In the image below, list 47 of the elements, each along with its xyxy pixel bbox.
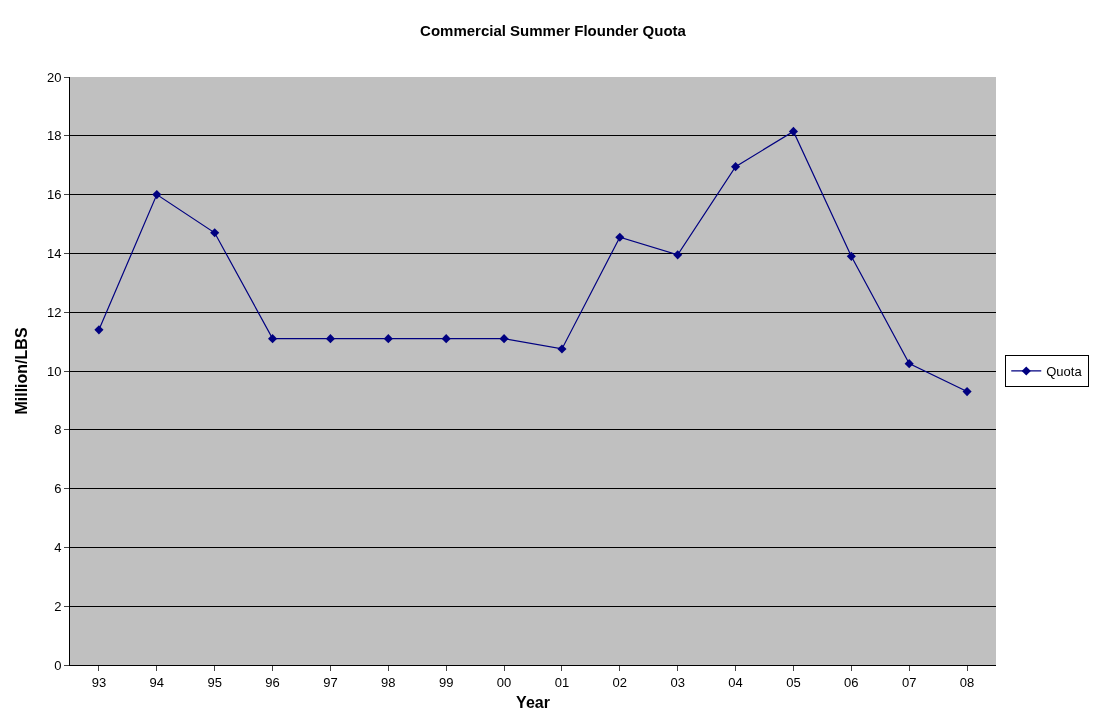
point xyxy=(325,334,335,344)
y-tick-label: 0 xyxy=(54,657,62,673)
x-tick-label: 02 xyxy=(612,674,628,690)
point xyxy=(210,228,220,238)
point xyxy=(673,250,683,260)
point xyxy=(731,162,741,172)
point xyxy=(383,334,393,344)
x-tick-label: 98 xyxy=(381,674,396,690)
y-tick-label: 16 xyxy=(46,187,62,203)
legend-label: Quota xyxy=(1046,364,1083,380)
x-tick-label: 93 xyxy=(91,674,107,690)
point xyxy=(557,344,567,354)
point xyxy=(268,334,278,344)
point xyxy=(152,190,162,200)
point xyxy=(846,251,856,261)
y-tick-label: 2 xyxy=(54,598,62,614)
point xyxy=(499,334,509,344)
x-axis-title: Year xyxy=(516,694,550,712)
point xyxy=(94,325,104,335)
y-tick-label: 8 xyxy=(54,422,62,438)
x-tick-label: 96 xyxy=(265,674,280,690)
chart-title: Commercial Summer Flounder Quota xyxy=(420,21,687,39)
x-tick-label: 07 xyxy=(901,674,917,690)
x-tick-label: 05 xyxy=(786,674,801,690)
y-tick-label: 12 xyxy=(46,304,62,320)
x-tick-label: 04 xyxy=(728,674,743,690)
x-tick-label: 97 xyxy=(323,674,338,690)
point xyxy=(788,126,798,136)
x-tick-label: 95 xyxy=(207,674,222,690)
x-tick-label: 94 xyxy=(149,674,165,690)
y-tick-label: 18 xyxy=(46,128,62,144)
point xyxy=(441,334,451,344)
x-tick-label: 01 xyxy=(554,674,570,690)
point xyxy=(962,387,972,397)
y-tick-label: 6 xyxy=(54,481,62,497)
y-tick-label: 10 xyxy=(46,363,62,379)
point xyxy=(615,232,625,242)
x-tick-label: 99 xyxy=(438,674,454,690)
x-tick-label: 06 xyxy=(844,674,859,690)
y-tick-label: 4 xyxy=(54,539,62,555)
y-tick-label: 14 xyxy=(46,245,62,261)
x-tick-label: 08 xyxy=(959,674,975,690)
x-tick-label: 03 xyxy=(670,674,685,690)
y-tick-label: 20 xyxy=(46,69,62,85)
point xyxy=(904,359,914,369)
x-tick-label: 00 xyxy=(496,674,512,690)
y-axis-title: Million/LBS xyxy=(12,327,30,415)
